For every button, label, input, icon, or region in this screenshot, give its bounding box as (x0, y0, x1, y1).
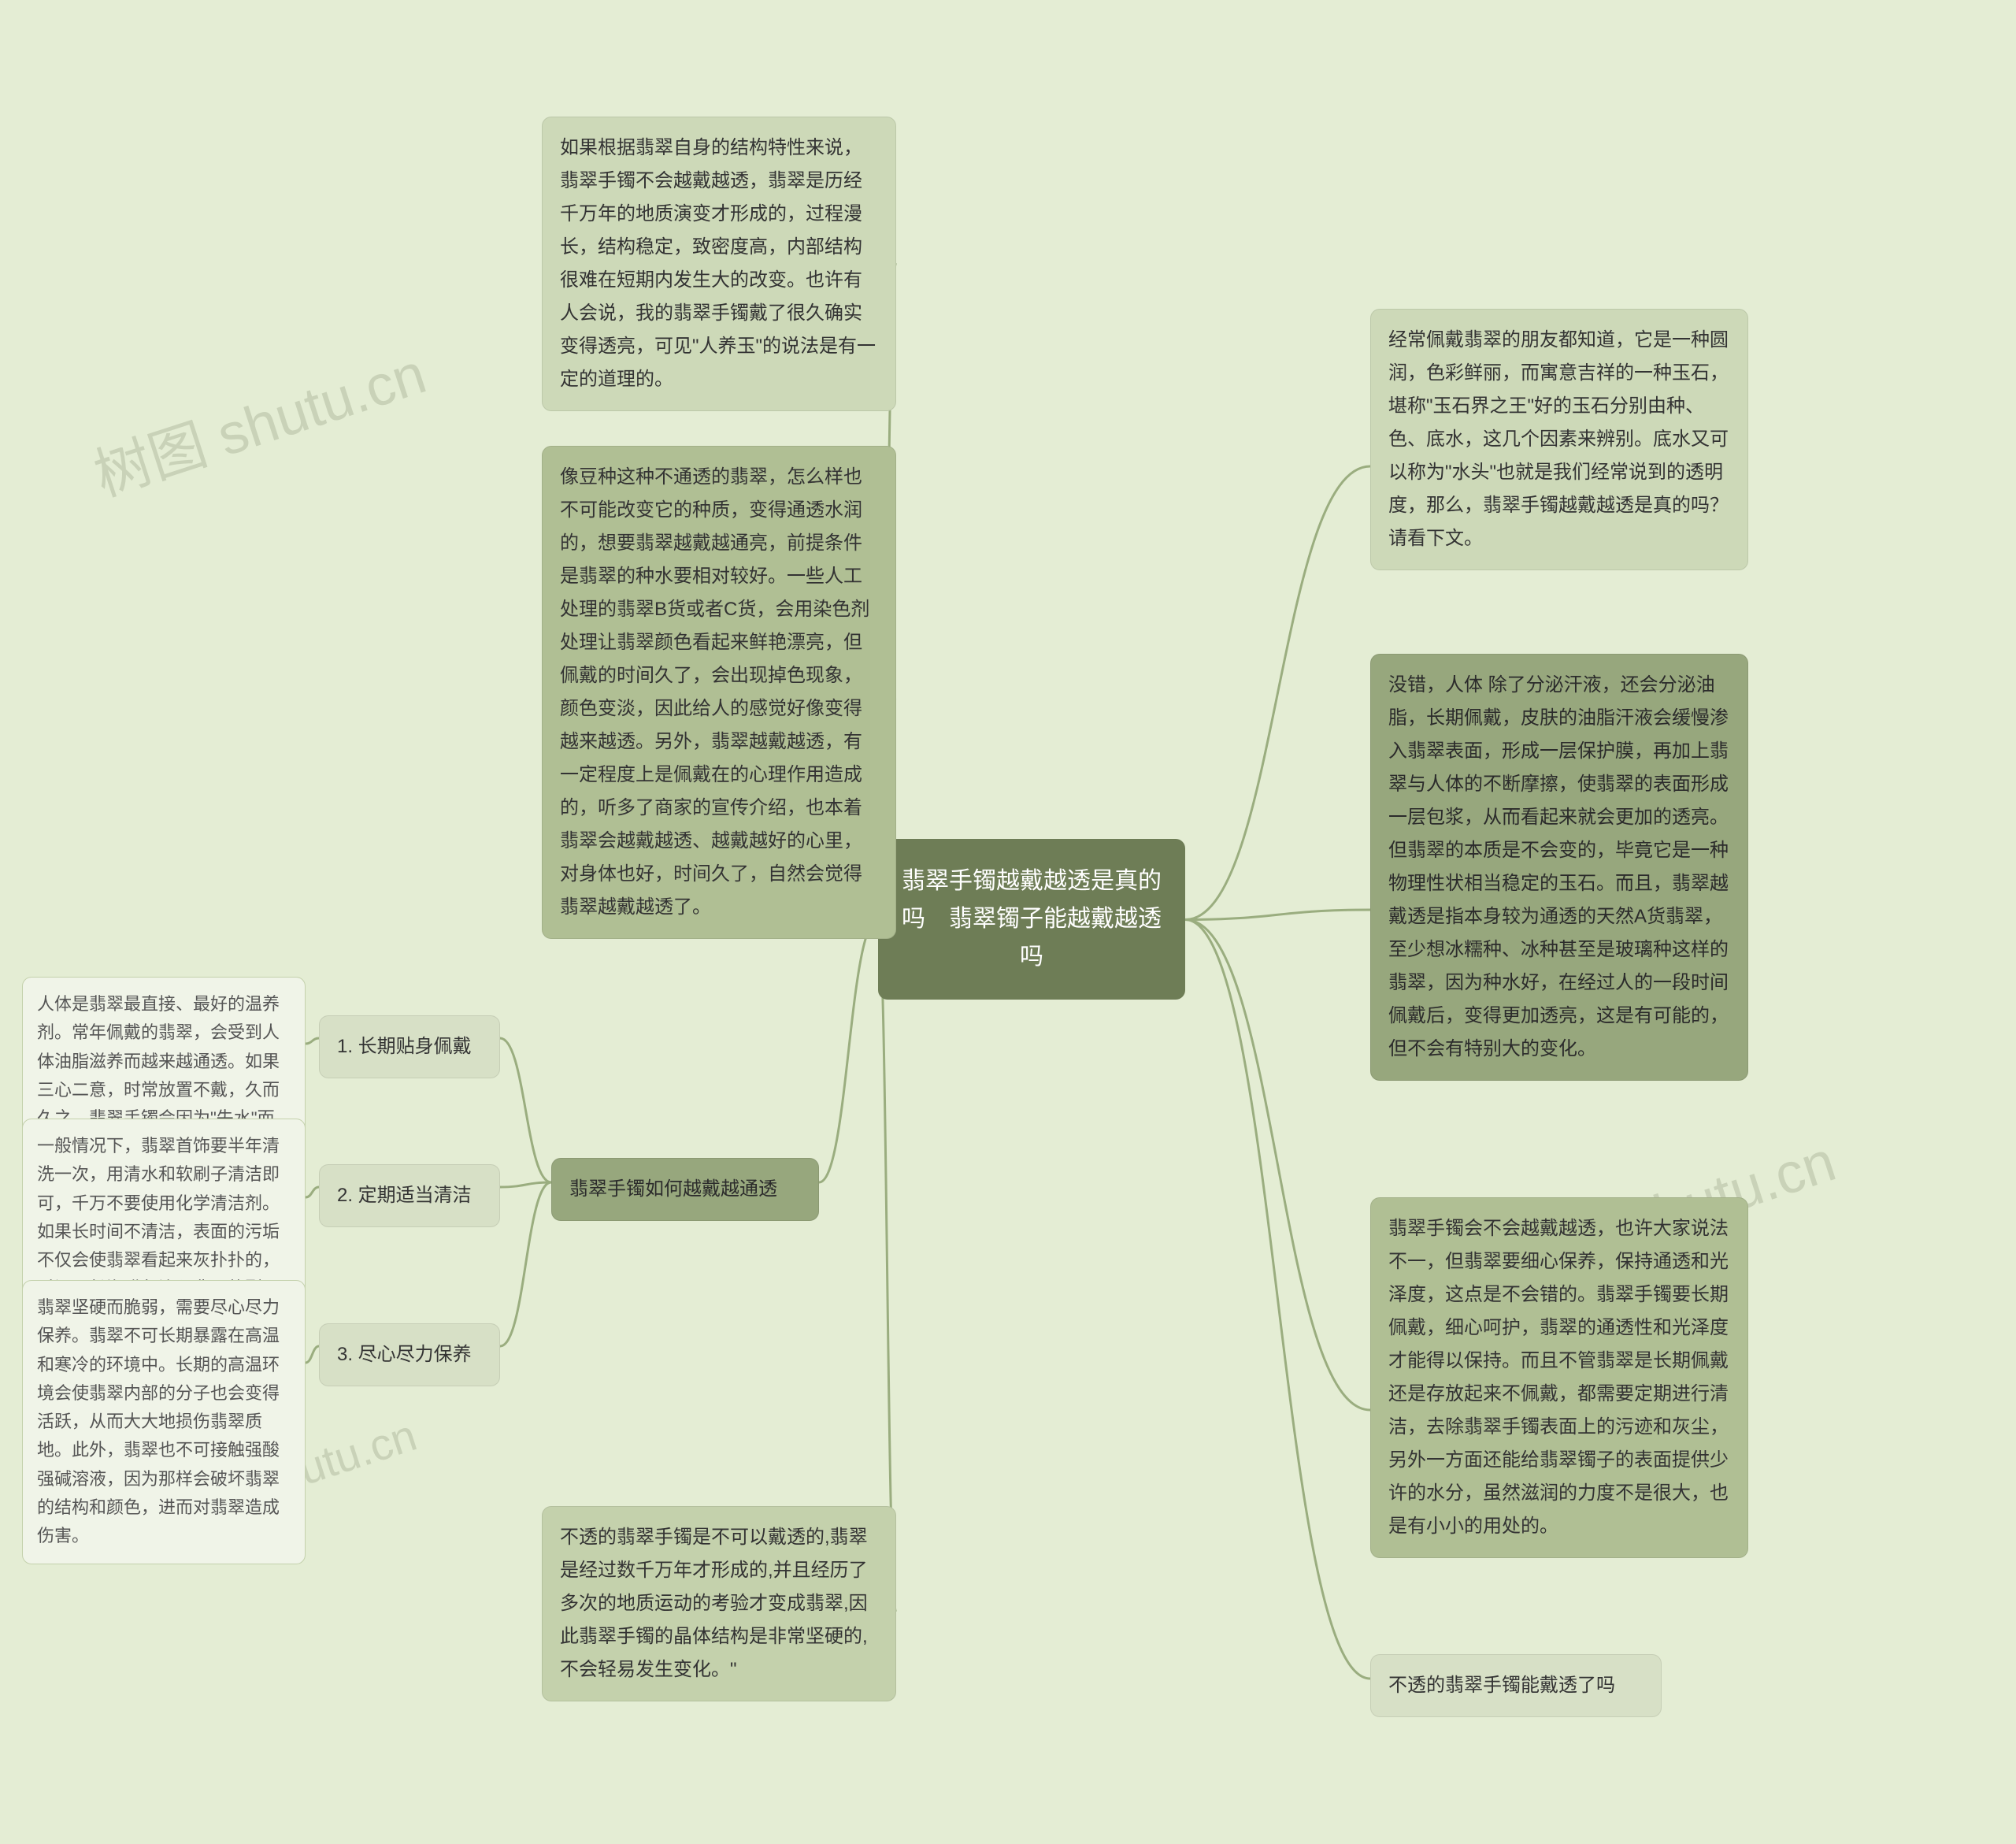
edge (1185, 920, 1370, 1679)
edge (1185, 920, 1370, 1411)
node-r4[interactable]: 不透的翡翠手镯能戴透了吗 (1370, 1654, 1662, 1717)
root-node[interactable]: 翡翠手镯越戴越透是真的吗 翡翠镯子能越戴越透吗 (878, 839, 1185, 1000)
leaf-l3c: 翡翠坚硬而脆弱，需要尽心尽力保养。翡翠不可长期暴露在高温和寒冷的环境中。长期的高… (22, 1280, 306, 1564)
edge (819, 920, 878, 1183)
node-l2[interactable]: 像豆种这种不通透的翡翠，怎么样也不可能改变它的种质，变得通透水润的，想要翡翠越戴… (542, 446, 896, 939)
watermark-1: 树图 shutu.cn (82, 327, 434, 512)
edge (306, 1346, 319, 1363)
edge (306, 1038, 319, 1044)
edge (500, 1038, 551, 1182)
node-l3c[interactable]: 3. 尽心尽力保养 (319, 1323, 500, 1386)
node-r2[interactable]: 没错，人体 除了分泌汗液，还会分泌油脂，长期佩戴，皮肤的油脂汗液会缓慢渗入翡翠表… (1370, 654, 1748, 1081)
edge (1185, 466, 1370, 920)
node-l4[interactable]: 不透的翡翠手镯是不可以戴透的,翡翠是经过数千万年才形成的,并且经历了多次的地质运… (542, 1506, 896, 1701)
node-r3[interactable]: 翡翠手镯会不会越戴越透，也许大家说法不一，但翡翠要细心保养，保持通透和光泽度，这… (1370, 1197, 1748, 1558)
node-l3a[interactable]: 1. 长期贴身佩戴 (319, 1015, 500, 1078)
node-r1[interactable]: 经常佩戴翡翠的朋友都知道，它是一种圆润，色彩鲜丽，而寓意吉祥的一种玉石，堪称"玉… (1370, 309, 1748, 570)
node-l3[interactable]: 翡翠手镯如何越戴越通透 (551, 1158, 819, 1221)
edge (500, 1182, 551, 1187)
edge (1185, 910, 1370, 920)
edge (500, 1182, 551, 1346)
node-l3b[interactable]: 2. 定期适当清洁 (319, 1164, 500, 1227)
edge (306, 1187, 319, 1197)
node-l1[interactable]: 如果根据翡翠自身的结构特性来说，翡翠手镯不会越戴越透，翡翠是历经千万年的地质演变… (542, 117, 896, 411)
